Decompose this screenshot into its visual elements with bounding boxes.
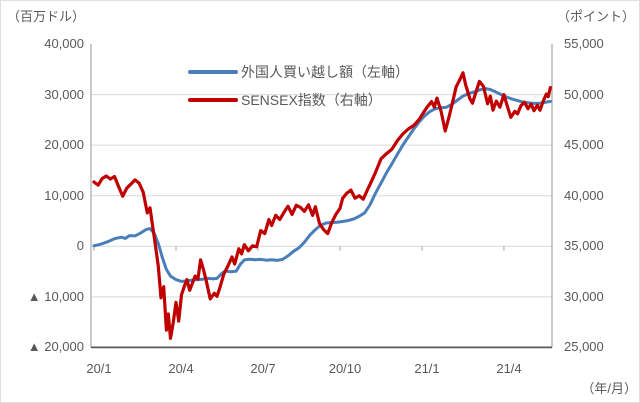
left-axis-tick: 20,000	[44, 137, 84, 152]
x-axis-title: （年/月）	[581, 381, 637, 396]
right-axis-tick: 30,000	[564, 289, 604, 304]
right-axis-tick: 40,000	[564, 188, 604, 203]
left-axis-title: （百万ドル）	[7, 9, 86, 24]
left-axis-tick-negative: ▲ 20,000	[27, 339, 84, 354]
x-axis-tick: 21/4	[496, 361, 522, 376]
legend-label: SENSEX指数（右軸）	[241, 92, 382, 108]
right-axis-tick: 45,000	[564, 137, 604, 152]
legend-label: 外国人買い越し額（左軸）	[241, 64, 409, 80]
x-axis-tick: 20/4	[168, 361, 194, 376]
left-axis-tick: 0	[76, 238, 84, 253]
right-axis-title: （ポイント）	[556, 9, 635, 24]
right-axis-tick: 35,000	[564, 238, 604, 253]
x-axis-tick: 21/1	[414, 361, 440, 376]
x-axis-tick: 20/10	[328, 361, 362, 376]
left-axis-tick: 30,000	[44, 87, 84, 102]
left-axis-tick: 10,000	[44, 188, 84, 203]
right-axis-tick: 25,000	[564, 339, 604, 354]
left-axis-tick: 40,000	[44, 36, 84, 51]
right-axis-tick: 55,000	[564, 36, 604, 51]
legend-item-sensex: SENSEX指数（右軸）	[188, 91, 382, 109]
legend-item-net-buying: 外国人買い越し額（左軸）	[188, 63, 409, 81]
right-axis-tick: 50,000	[564, 87, 604, 102]
left-axis-tick-negative: ▲ 10,000	[27, 289, 84, 304]
series-line-sensex	[92, 71, 553, 340]
red-line-swatch-icon	[188, 98, 238, 102]
series-line-net-buying	[92, 87, 552, 283]
x-axis-tick: 20/1	[86, 361, 112, 376]
blue-line-swatch-icon	[188, 70, 238, 74]
x-axis-tick: 20/7	[250, 361, 276, 376]
